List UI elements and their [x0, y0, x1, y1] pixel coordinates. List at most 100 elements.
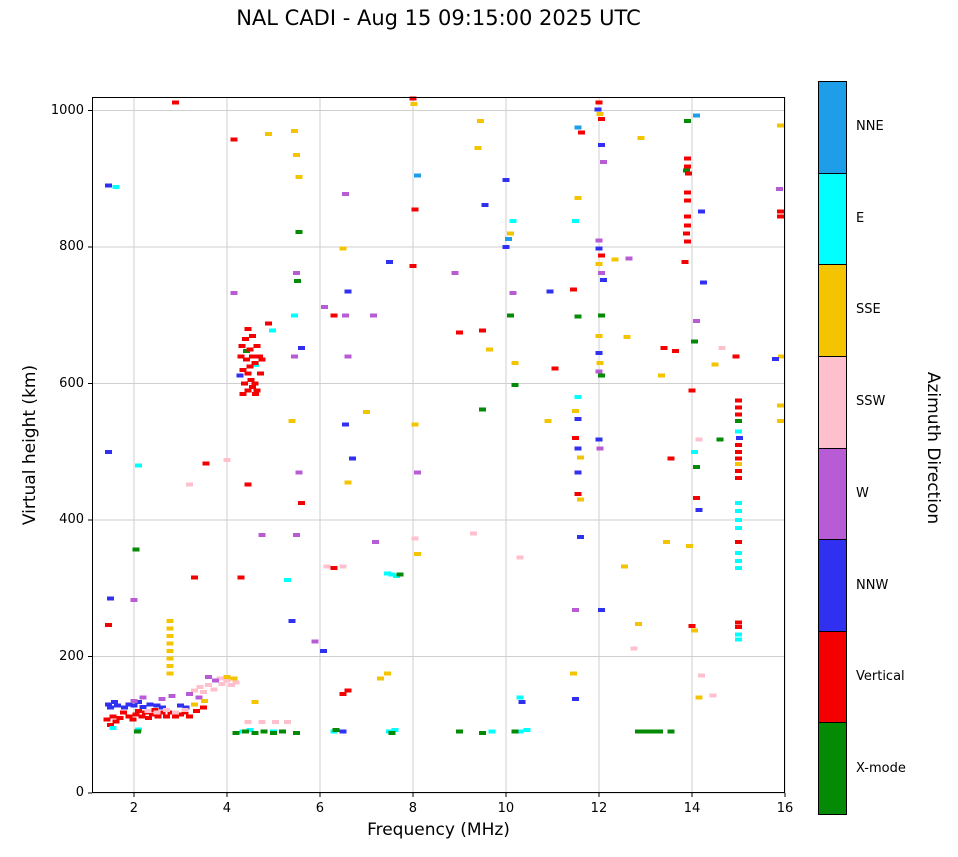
echo-point	[734, 518, 742, 523]
echo-point	[569, 671, 577, 676]
echo-point	[125, 714, 133, 719]
echo-point	[596, 446, 604, 451]
echo-point	[683, 214, 691, 219]
echo-point	[290, 313, 298, 318]
echo-point	[630, 646, 638, 651]
echo-point	[288, 419, 296, 424]
echo-point	[734, 632, 742, 637]
echo-point	[330, 313, 338, 318]
echo-point	[700, 280, 708, 285]
echo-point	[211, 678, 219, 683]
echo-point	[376, 676, 384, 681]
echo-point	[688, 623, 696, 628]
echo-point	[107, 596, 115, 601]
chart-title: NAL CADI - Aug 15 09:15:00 2025 UTC	[236, 6, 641, 30]
legend-label-E: E	[856, 210, 865, 226]
echo-point	[734, 559, 742, 563]
echo-point	[516, 729, 524, 734]
echo-point	[572, 696, 580, 701]
echo-point	[258, 720, 266, 725]
echo-point	[135, 463, 143, 468]
echo-point	[348, 456, 356, 461]
echo-point	[166, 634, 174, 639]
echo-point	[684, 171, 692, 176]
echo-point	[166, 671, 174, 676]
echo-point	[479, 730, 487, 735]
echo-point	[396, 572, 404, 577]
plot-canvas	[88, 96, 786, 797]
echo-point	[660, 346, 668, 351]
echo-point	[509, 290, 517, 295]
echo-point	[634, 729, 642, 734]
echo-point	[129, 717, 137, 722]
echo-point	[509, 219, 517, 224]
echo-point	[244, 482, 252, 487]
echo-point	[734, 456, 742, 461]
echo-point	[107, 705, 115, 710]
echo-point	[248, 385, 256, 389]
echo-point	[507, 313, 515, 318]
echo-point	[295, 470, 303, 475]
echo-point	[112, 185, 120, 190]
echo-point	[323, 564, 331, 569]
echo-point	[596, 361, 604, 366]
legend-label-SSW: SSW	[856, 394, 886, 410]
echo-point	[507, 231, 515, 236]
echo-point	[255, 354, 263, 359]
echo-point	[682, 168, 690, 173]
echo-point	[639, 729, 647, 734]
echo-point	[253, 344, 261, 349]
echo-point	[139, 705, 147, 710]
echo-point	[776, 209, 784, 214]
echo-point	[594, 107, 602, 112]
echo-point	[574, 395, 582, 400]
echo-point	[455, 330, 463, 335]
echo-point	[683, 190, 691, 195]
echo-point	[734, 405, 742, 410]
echo-point	[260, 729, 268, 734]
echo-point	[132, 547, 140, 552]
echo-point	[511, 729, 519, 734]
echo-point	[637, 135, 645, 140]
echo-point	[196, 685, 204, 690]
echo-point	[709, 693, 717, 698]
echo-point	[252, 391, 260, 396]
echo-point	[239, 367, 247, 372]
echo-point	[455, 729, 463, 734]
echo-point	[210, 687, 218, 692]
echo-point	[516, 555, 524, 560]
echo-point	[597, 116, 605, 121]
echo-point	[388, 730, 396, 735]
echo-point	[268, 328, 276, 333]
echo-point	[411, 422, 419, 427]
echo-point	[290, 129, 298, 134]
colorbar-segment-SSE	[819, 265, 846, 357]
x-tick-label: 8	[408, 801, 418, 816]
colorbar-segment-E	[819, 173, 846, 266]
echo-point	[486, 347, 494, 352]
echo-point	[344, 289, 352, 294]
colorbar-segment-W	[819, 448, 846, 541]
echo-point	[237, 354, 245, 359]
echo-point	[114, 703, 122, 708]
y-tick-label: 200	[59, 648, 84, 664]
echo-point	[320, 649, 328, 654]
echo-point	[248, 354, 256, 359]
echo-point	[104, 449, 112, 454]
echo-point	[662, 539, 670, 544]
echo-point	[204, 683, 212, 688]
echo-point	[596, 112, 604, 117]
echo-point	[516, 695, 524, 700]
echo-point	[410, 101, 418, 106]
echo-point	[734, 468, 742, 473]
echo-point	[186, 692, 194, 697]
y-tick-label: 800	[59, 239, 84, 255]
echo-point	[153, 710, 161, 715]
echo-point	[241, 337, 249, 342]
legend-label-W: W	[856, 485, 869, 501]
echo-point	[200, 705, 208, 710]
echo-point	[597, 313, 605, 318]
echo-point	[223, 675, 231, 679]
echo-point	[683, 223, 691, 228]
